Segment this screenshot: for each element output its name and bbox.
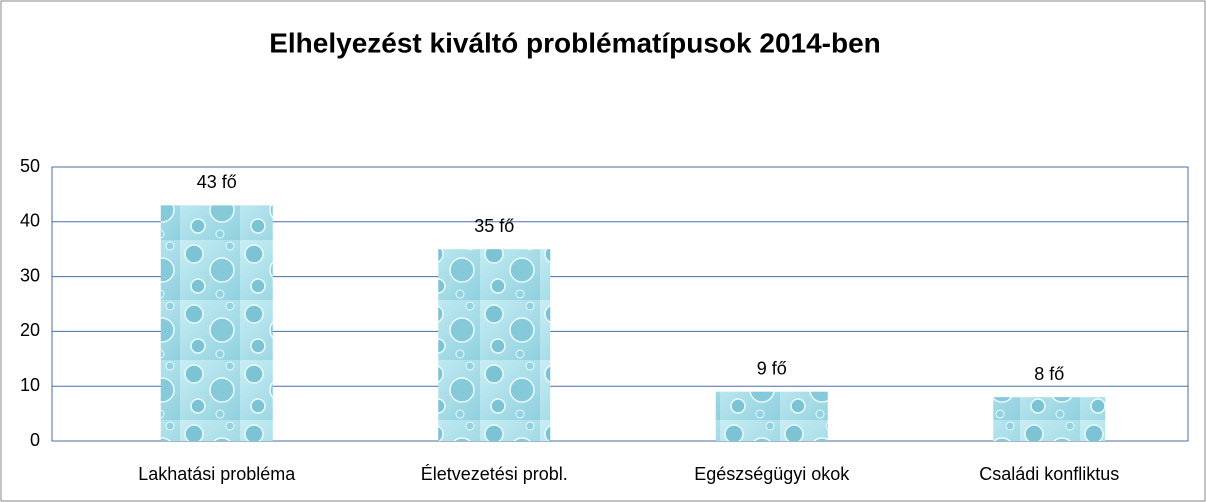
x-tick-label: Életvezetési probl. [421,464,568,484]
x-tick-label: Egészségügyi okok [694,464,850,484]
bar [160,205,273,441]
value-label: 35 fő [474,216,514,236]
y-tick-label: 50 [20,156,40,176]
y-tick-label: 10 [20,375,40,395]
chart-title: Elhelyezést kiváltó problématípusok 2014… [269,27,881,58]
x-tick-label: Családi konfliktus [979,464,1119,484]
y-tick-label: 20 [20,320,40,340]
y-tick-label: 0 [30,430,40,450]
value-label: 8 fő [1034,364,1064,384]
value-label: 43 fő [197,172,237,192]
bar [438,249,551,441]
x-tick-label: Lakhatási probléma [138,464,296,484]
bar [993,397,1106,441]
bar [715,391,828,441]
y-tick-label: 30 [20,265,40,285]
value-label: 9 fő [757,358,787,378]
y-tick-label: 40 [20,211,40,231]
